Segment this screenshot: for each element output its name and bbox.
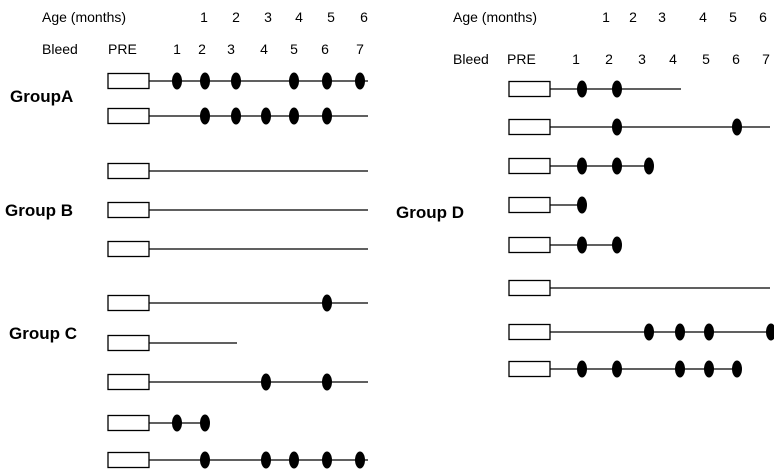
left-positive-bleed-marker <box>172 72 182 90</box>
left-pre-label: PRE <box>108 41 137 57</box>
left-positive-bleed-marker <box>322 107 332 125</box>
right-pre-bleed-box <box>508 80 551 98</box>
right-age-tick: 1 <box>602 9 610 25</box>
left-positive-bleed-marker <box>200 414 210 432</box>
right-bleed-tick: 2 <box>605 51 613 67</box>
right-positive-bleed-marker <box>732 360 742 378</box>
right-positive-bleed-marker <box>577 80 587 98</box>
left-bleed-tick: 7 <box>356 41 364 57</box>
right-bleed-tick: 4 <box>669 51 677 67</box>
right-positive-bleed-marker <box>644 157 654 175</box>
group-b-label: Group B <box>5 201 73 220</box>
right-bleed-tick: 1 <box>572 51 580 67</box>
right-positive-bleed-marker <box>732 118 742 136</box>
left-bleed-tick: 1 <box>173 41 181 57</box>
left-pre-bleed-box <box>107 201 150 219</box>
right-pre-bleed-box <box>508 157 551 175</box>
left-positive-bleed-marker <box>200 72 210 90</box>
right-pre-bleed-box <box>508 279 551 297</box>
right-bleed-tick: 7 <box>762 51 770 67</box>
left-bleed-tick: 6 <box>321 41 329 57</box>
right-age-tick: 3 <box>658 9 666 25</box>
right-pre-bleed-box <box>508 323 551 341</box>
left-age-tick: 3 <box>264 9 272 25</box>
left-age-axis-label: Age (months) <box>42 9 127 25</box>
right-positive-bleed-marker <box>675 360 685 378</box>
left-positive-bleed-marker <box>231 72 241 90</box>
left-pre-bleed-box <box>107 162 150 180</box>
left-bleed-tick: 3 <box>227 41 235 57</box>
right-positive-bleed-marker <box>577 196 587 214</box>
left-positive-bleed-marker <box>200 451 210 469</box>
left-pre-bleed-box <box>107 334 150 352</box>
right-positive-bleed-marker <box>644 323 654 341</box>
left-positive-bleed-marker <box>355 451 365 469</box>
left-positive-bleed-marker <box>261 373 271 391</box>
left-positive-bleed-marker <box>355 72 365 90</box>
right-positive-bleed-marker <box>704 323 714 341</box>
right-pre-bleed-box <box>508 360 551 378</box>
right-age-axis-label: Age (months) <box>453 9 538 25</box>
group-c-label: Group C <box>9 324 77 343</box>
right-positive-bleed-marker <box>704 360 714 378</box>
left-bleed-tick: 5 <box>290 41 298 57</box>
left-positive-bleed-marker <box>200 107 210 125</box>
right-positive-bleed-marker <box>612 157 622 175</box>
right-bleed-tick: 6 <box>732 51 740 67</box>
group-d-label: Group D <box>396 203 464 222</box>
left-bleed-tick: 2 <box>198 41 206 57</box>
right-positive-bleed-marker <box>577 157 587 175</box>
group-a-label: GroupA <box>10 87 74 106</box>
right-positive-bleed-marker <box>577 360 587 378</box>
left-positive-bleed-marker <box>289 107 299 125</box>
left-positive-bleed-marker <box>322 72 332 90</box>
left-pre-bleed-box <box>107 414 150 432</box>
right-positive-bleed-marker <box>766 323 774 341</box>
left-positive-bleed-marker <box>261 451 271 469</box>
left-age-tick: 1 <box>200 9 208 25</box>
left-age-tick: 5 <box>327 9 335 25</box>
left-pre-bleed-box <box>107 72 150 90</box>
left-positive-bleed-marker <box>231 107 241 125</box>
left-pre-bleed-box <box>107 451 150 469</box>
right-pre-bleed-box <box>508 118 551 136</box>
left-bleed-tick: 4 <box>260 41 268 57</box>
right-positive-bleed-marker <box>612 236 622 254</box>
left-positive-bleed-marker <box>322 294 332 312</box>
left-positive-bleed-marker <box>322 451 332 469</box>
right-pre-label: PRE <box>507 51 536 67</box>
right-bleed-axis-label: Bleed <box>453 51 489 67</box>
left-positive-bleed-marker <box>172 414 182 432</box>
right-pre-bleed-box <box>508 196 551 214</box>
right-age-tick: 6 <box>759 9 767 25</box>
right-positive-bleed-marker <box>675 323 685 341</box>
left-bleed-axis-label: Bleed <box>42 41 78 57</box>
left-pre-bleed-box <box>107 294 150 312</box>
left-pre-bleed-box <box>107 107 150 125</box>
left-age-tick: 2 <box>232 9 240 25</box>
left-pre-bleed-box <box>107 373 150 391</box>
right-positive-bleed-marker <box>612 80 622 98</box>
left-pre-bleed-box <box>107 240 150 258</box>
left-age-tick: 6 <box>360 9 368 25</box>
right-positive-bleed-marker <box>577 236 587 254</box>
left-positive-bleed-marker <box>289 72 299 90</box>
left-positive-bleed-marker <box>289 451 299 469</box>
right-bleed-tick: 5 <box>702 51 710 67</box>
left-positive-bleed-marker <box>322 373 332 391</box>
right-age-tick: 4 <box>699 9 707 25</box>
right-pre-bleed-box <box>508 236 551 254</box>
right-positive-bleed-marker <box>612 118 622 136</box>
left-age-tick: 4 <box>295 9 303 25</box>
left-positive-bleed-marker <box>261 107 271 125</box>
right-age-tick: 5 <box>729 9 737 25</box>
right-bleed-tick: 3 <box>638 51 646 67</box>
right-age-tick: 2 <box>629 9 637 25</box>
right-positive-bleed-marker <box>612 360 622 378</box>
